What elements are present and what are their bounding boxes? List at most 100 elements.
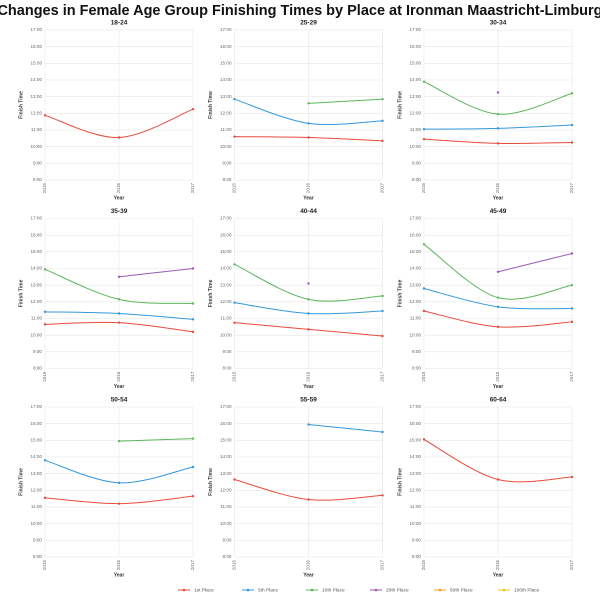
y-tick-label: 12:00	[410, 111, 422, 116]
series-line	[118, 268, 194, 278]
data-point	[191, 107, 195, 111]
y-tick-label: 14:00	[31, 454, 43, 459]
legend-label: 100th Place	[514, 587, 540, 593]
data-point	[191, 330, 195, 334]
data-point	[117, 481, 121, 485]
y-tick-label: 14:00	[220, 266, 232, 271]
x-tick-label: 2016	[495, 371, 500, 382]
data-point	[117, 298, 121, 301]
data-point	[496, 142, 500, 145]
legend-marker	[438, 588, 442, 592]
x-tick-label: 2015	[232, 560, 237, 571]
y-axis-label: Finish Time	[18, 279, 24, 307]
y-tick-label: 14:00	[410, 454, 422, 459]
y-tick-label: 9:00	[412, 161, 421, 166]
data-point	[381, 430, 384, 434]
y-tick-label: 10:00	[31, 144, 43, 149]
data-point	[307, 298, 310, 301]
data-point	[117, 439, 121, 443]
legend-marker	[502, 588, 506, 592]
data-point	[233, 263, 236, 266]
y-tick-label: 9:00	[412, 349, 421, 354]
data-point	[496, 127, 500, 130]
data-point	[43, 310, 47, 314]
data-point	[496, 112, 500, 116]
data-point	[191, 302, 195, 305]
y-tick-label: 12:00	[31, 299, 43, 304]
y-tick-label: 11:00	[31, 127, 43, 132]
data-point	[191, 318, 195, 321]
y-tick-label: 11:00	[31, 504, 43, 509]
data-point	[307, 328, 310, 331]
data-point	[117, 136, 121, 139]
data-point	[117, 502, 121, 505]
y-tick-label: 8:00	[33, 366, 42, 371]
series-line	[308, 424, 383, 433]
y-tick-label: 15:00	[31, 61, 43, 66]
legend-marker	[374, 588, 378, 592]
x-tick-label: 2016	[116, 371, 121, 382]
data-point	[307, 282, 310, 285]
y-tick-label: 15:00	[220, 438, 232, 443]
data-point	[117, 312, 121, 315]
y-axis-label: Finish Time	[397, 91, 403, 119]
y-tick-label: 9:00	[33, 538, 42, 543]
data-point	[191, 494, 195, 498]
data-point	[496, 325, 500, 329]
data-point	[233, 321, 236, 324]
data-point	[570, 475, 574, 479]
y-tick-label: 17:00	[410, 216, 422, 221]
x-tick-label: 2017	[190, 371, 195, 382]
y-tick-label: 11:00	[410, 316, 422, 321]
data-point	[307, 312, 310, 315]
y-tick-label: 11:00	[31, 316, 43, 321]
data-point	[191, 437, 195, 440]
x-axis-label: Year	[303, 384, 314, 390]
x-axis-label: Year	[493, 572, 504, 578]
y-tick-label: 9:00	[223, 161, 232, 166]
y-axis-label: Finish Time	[208, 279, 214, 307]
data-point	[570, 123, 574, 127]
y-tick-label: 10:00	[220, 332, 232, 337]
y-tick-label: 11:00	[220, 127, 232, 132]
data-point	[233, 478, 236, 481]
y-tick-label: 10:00	[220, 521, 232, 526]
data-point	[381, 119, 384, 123]
y-tick-label: 16:00	[410, 44, 422, 49]
y-axis-label: Finish Time	[208, 91, 214, 119]
y-tick-label: 15:00	[31, 438, 43, 443]
data-point	[496, 91, 500, 94]
x-tick-label: 2017	[380, 560, 385, 571]
y-tick-label: 8:00	[412, 177, 421, 182]
data-point	[422, 80, 426, 83]
x-tick-label: 2015	[421, 560, 426, 571]
data-point	[570, 283, 574, 287]
y-tick-label: 14:00	[410, 77, 422, 82]
y-tick-label: 13:00	[220, 471, 232, 476]
y-tick-label: 15:00	[31, 249, 43, 254]
data-point	[307, 498, 310, 501]
panel-title: 35-39	[111, 208, 128, 215]
x-axis-label: Year	[114, 384, 125, 390]
y-tick-label: 10:00	[220, 144, 232, 149]
series-line	[308, 98, 383, 104]
y-tick-label: 16:00	[220, 232, 232, 237]
x-tick-label: 2017	[569, 560, 574, 571]
y-tick-label: 12:00	[31, 111, 43, 116]
y-tick-label: 13:00	[410, 282, 422, 287]
y-tick-label: 14:00	[31, 77, 43, 82]
y-tick-label: 8:00	[412, 554, 421, 559]
y-axis-label: Finish Time	[397, 468, 403, 496]
x-tick-label: 2015	[232, 371, 237, 382]
x-tick-label: 2017	[380, 371, 385, 382]
y-tick-label: 11:00	[410, 127, 422, 132]
x-tick-label: 2015	[421, 183, 426, 194]
legend-marker	[246, 588, 250, 592]
data-point	[422, 309, 426, 313]
x-tick-label: 2016	[116, 183, 121, 194]
panel-title: 60-64	[490, 397, 507, 404]
data-point	[43, 459, 47, 462]
data-point	[570, 307, 574, 310]
y-tick-label: 9:00	[223, 349, 232, 354]
x-tick-label: 2017	[190, 560, 195, 571]
